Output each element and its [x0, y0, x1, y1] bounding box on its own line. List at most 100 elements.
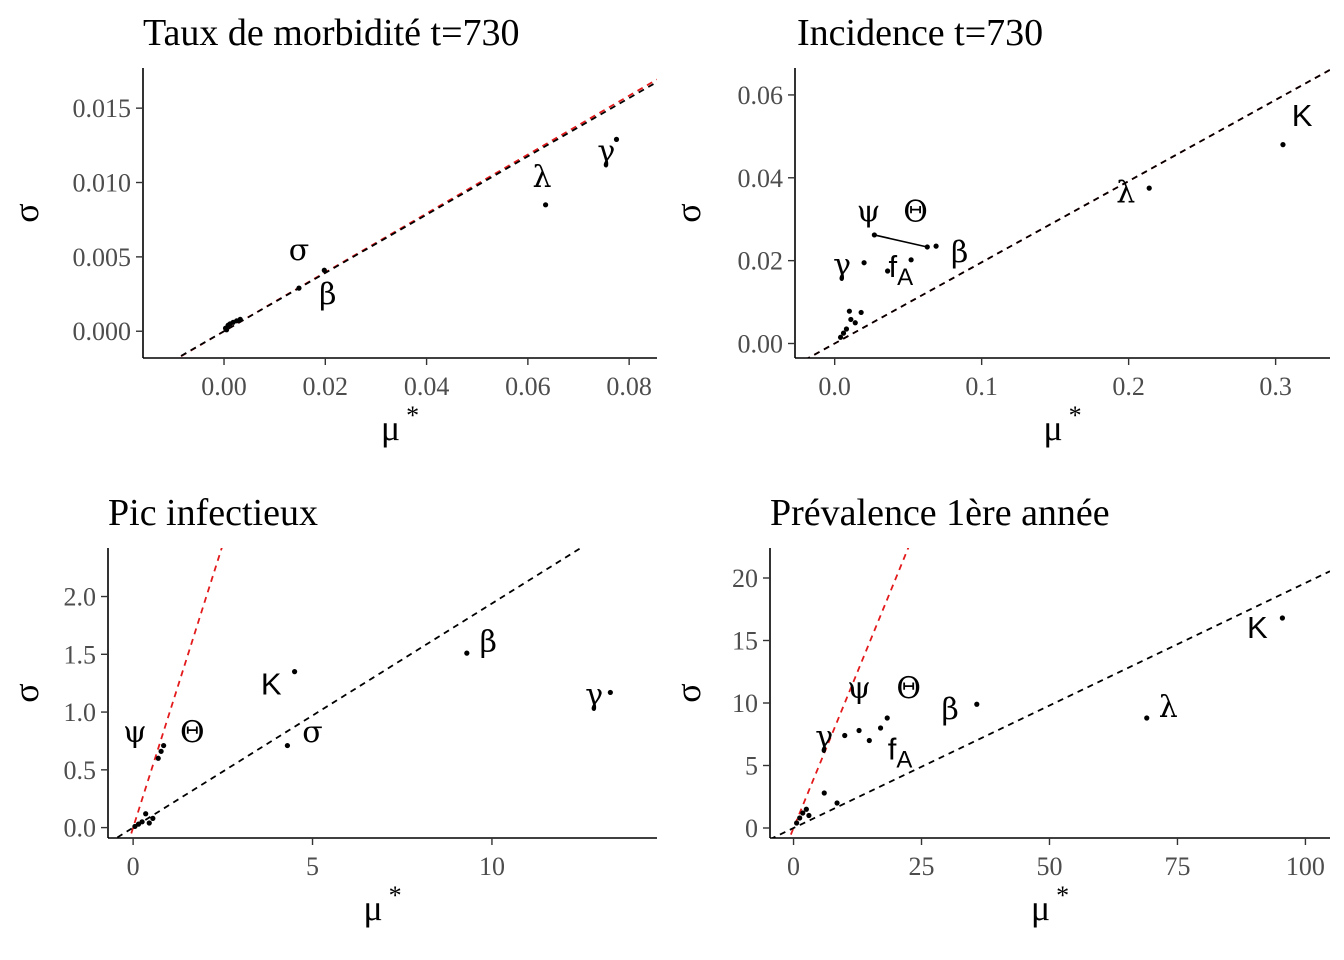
data-point	[840, 330, 847, 336]
data-point	[296, 285, 302, 291]
data-point	[155, 755, 161, 761]
data-point	[908, 257, 914, 263]
point-label: λ	[533, 160, 552, 195]
data-point	[132, 823, 138, 830]
red-dashed-line	[788, 548, 910, 838]
point-label: γ	[833, 248, 851, 283]
x-tick-label: 0.2	[1112, 372, 1145, 401]
y-tick-label: 1.5	[64, 640, 97, 669]
data-point	[821, 790, 827, 796]
x-tick-label: 10	[479, 852, 505, 881]
data-point	[143, 811, 149, 817]
x-tick-label: 0	[127, 852, 140, 881]
data-point	[884, 268, 891, 274]
data-point	[797, 815, 803, 821]
data-point	[321, 267, 327, 273]
data-point	[161, 742, 167, 749]
point-label: fA	[889, 249, 914, 291]
x-tick-label: 0.0	[818, 372, 851, 401]
data-point	[924, 244, 930, 250]
data-point	[852, 320, 858, 326]
y-axis-title: σ	[668, 203, 708, 222]
red-dashed-line	[128, 548, 223, 838]
point-label: K	[1292, 98, 1313, 133]
data-point	[877, 725, 884, 731]
data-point	[607, 689, 613, 696]
panel-title: Prévalence 1ère année	[770, 492, 1110, 534]
panel-title: Incidence t=730	[797, 12, 1043, 54]
x-tick-label: 75	[1164, 852, 1190, 881]
x-axis-title: μ *	[1043, 401, 1081, 448]
x-tick-label: 0.3	[1259, 372, 1292, 401]
y-tick-label: 0.000	[73, 317, 132, 346]
y-tick-label: 0.06	[738, 81, 784, 110]
y-tick-label: 2.0	[64, 583, 97, 612]
data-point	[861, 260, 867, 266]
point-label: β	[942, 692, 959, 727]
point-label: Θ	[903, 194, 928, 229]
point-label: λ	[1116, 176, 1135, 211]
point-label: Θ	[180, 715, 205, 750]
data-point	[846, 308, 852, 314]
data-point	[223, 327, 230, 333]
reference-lines	[770, 548, 1330, 838]
panel-3: Pic infectieux 0 5 10 0.0 0.5 1.0 1.5 2.0 μ * σ γ β Kσ…	[6, 492, 657, 928]
y-axis-title: σ	[6, 683, 46, 702]
point-label: ψ	[123, 715, 147, 750]
y-tick-label: 0.5	[64, 756, 97, 785]
data-point	[871, 232, 877, 238]
x-tick-label: 25	[909, 852, 935, 881]
point-label: β	[480, 625, 497, 660]
point-label: K	[261, 667, 282, 702]
data-point	[933, 243, 939, 249]
panel-4: Prévalence 1ère année 0 25 50 75 100 0 5 10 15 20 μ…	[668, 492, 1330, 928]
black-dashed-line	[770, 570, 1330, 838]
y-tick-label: 0.015	[73, 94, 132, 123]
reference-lines	[114, 548, 583, 838]
x-tick-label: 0.00	[201, 372, 247, 401]
data-point	[284, 742, 291, 749]
data-point	[146, 820, 152, 826]
data-point	[150, 815, 156, 821]
y-tick-label: 10	[732, 689, 758, 718]
x-tick-label: 0	[787, 852, 800, 881]
data-point	[837, 334, 844, 340]
point-label: γ	[585, 678, 603, 713]
reference-lines	[175, 78, 657, 358]
y-tick-label: 1.0	[64, 698, 97, 727]
point-label: fA	[888, 731, 913, 773]
x-tick-label: 0.06	[505, 372, 551, 401]
point-label: ψ	[857, 194, 881, 229]
point-label: σ	[289, 233, 309, 268]
panel-1: Taux de morbidité t=730 0.00 0.02 0.04 0.06 0…	[6, 12, 657, 448]
panel-2: Incidence t=730 0.0 0.1 0.2 0.3 0.00 0.02 0.04 0…	[668, 12, 1330, 448]
point-label: Θ	[896, 671, 921, 706]
data-point	[800, 810, 806, 816]
data-point	[1280, 142, 1286, 148]
y-tick-label: 0.0	[64, 814, 97, 843]
data-point	[974, 701, 980, 707]
data-point	[1279, 615, 1285, 621]
y-tick-label: 15	[732, 627, 758, 656]
data-point	[237, 316, 243, 322]
y-tick-label: 0.04	[738, 164, 784, 193]
data-point	[842, 732, 848, 739]
x-tick-label: 5	[306, 852, 319, 881]
data-point	[803, 806, 809, 812]
x-tick-label: 0.1	[965, 372, 998, 401]
data-point	[1146, 185, 1152, 191]
data-point	[1144, 715, 1150, 721]
point-label: K	[1247, 610, 1268, 645]
connector-segment	[874, 234, 928, 248]
y-tick-label: 0.02	[738, 247, 784, 276]
point-label: γ	[597, 135, 615, 170]
point-label: λ	[1159, 690, 1178, 725]
x-tick-label: 0.04	[404, 372, 450, 401]
panel-title: Pic infectieux	[108, 492, 318, 534]
data-point	[866, 737, 872, 744]
data-point	[858, 309, 864, 316]
point-label: β	[951, 236, 968, 271]
black-dashed-line	[114, 548, 583, 838]
black-dashed-line	[806, 69, 1330, 358]
